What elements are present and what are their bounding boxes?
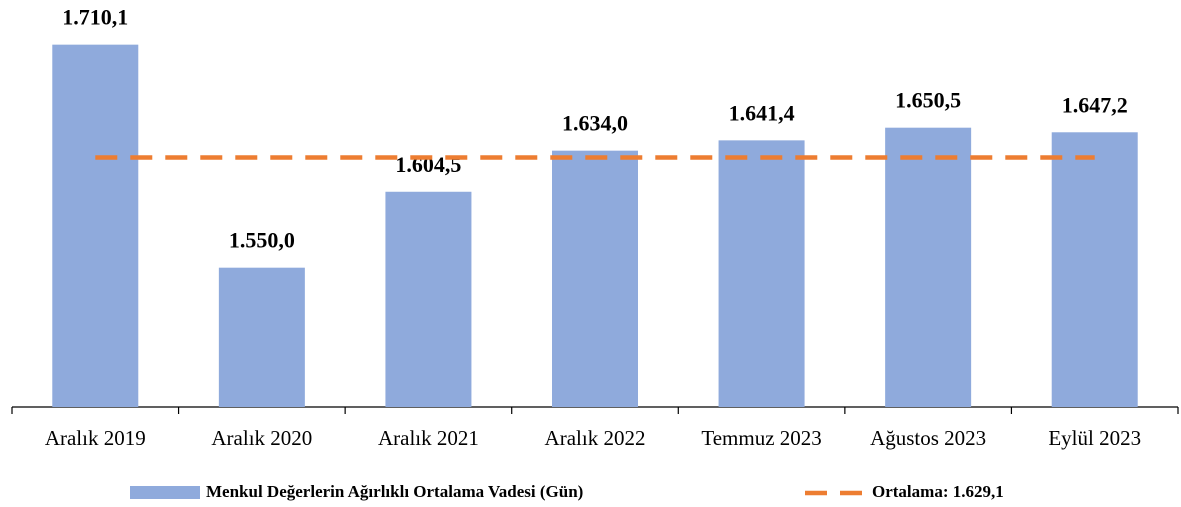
x-tick-label: Aralık 2021	[378, 426, 479, 450]
bar	[218, 267, 305, 407]
bar	[885, 127, 972, 407]
x-tick-label: Temmuz 2023	[701, 426, 821, 450]
data-label: 1.710,1	[62, 5, 128, 30]
legend-swatch	[130, 486, 200, 499]
bar	[385, 191, 472, 407]
x-tick-label: Ağustos 2023	[870, 426, 986, 450]
data-label: 1.650,5	[895, 88, 961, 113]
x-tick-label: Aralık 2022	[545, 426, 646, 450]
bar	[718, 140, 805, 408]
legend-label: Ortalama: 1.629,1	[872, 482, 1004, 501]
data-label: 1.634,0	[562, 111, 628, 136]
legend-label: Menkul Değerlerin Ağırlıklı Ortalama Vad…	[206, 482, 583, 501]
data-label: 1.641,4	[729, 100, 795, 125]
x-tick-label: Aralık 2019	[45, 426, 146, 450]
data-label: 1.647,2	[1062, 92, 1128, 117]
bar	[52, 44, 139, 407]
x-tick-label: Aralık 2020	[211, 426, 312, 450]
x-tick-label: Eylül 2023	[1048, 426, 1141, 450]
bar	[1051, 132, 1138, 407]
data-label: 1.550,0	[229, 228, 295, 253]
bar	[552, 150, 638, 408]
